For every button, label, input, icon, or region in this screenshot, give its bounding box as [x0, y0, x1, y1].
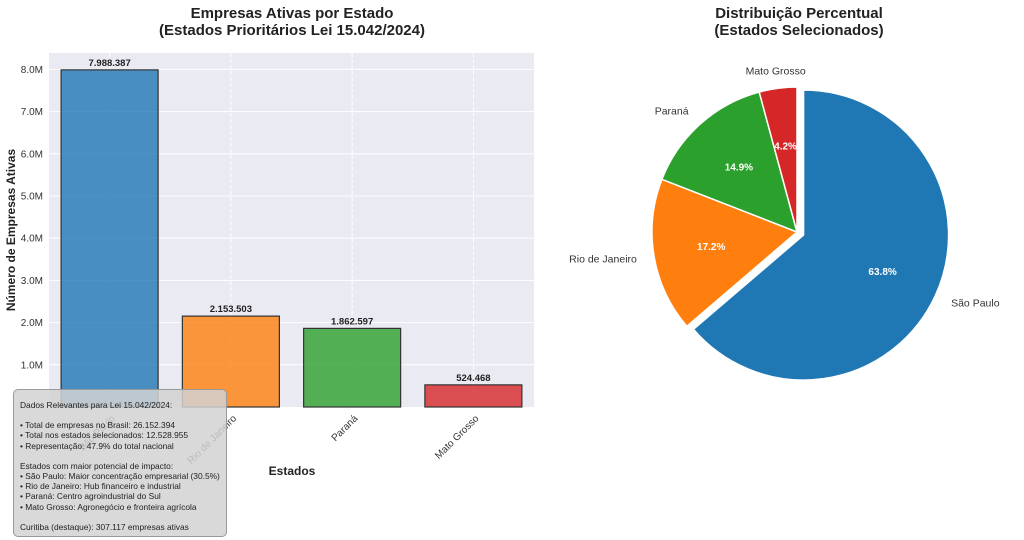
pie-percent-label: 14.9%	[725, 163, 753, 174]
bar-value-label: 2.153.503	[210, 304, 252, 315]
pie-percent-label: 4.2%	[774, 141, 797, 152]
pie-slice	[660, 91, 799, 234]
bar-chart-subtitle: (Estados Prioritários Lei 15.042/2024)	[159, 22, 425, 39]
info-impact-item: • Rio de Janeiro: Hub financeiro e indus…	[20, 481, 181, 492]
bars	[60, 69, 523, 408]
info-total-selecionados: • Total nos estados selecionados: 12.528…	[20, 430, 189, 441]
y-tick-label: 6.0M	[21, 149, 43, 160]
info-impact-item: • São Paulo: Maior concentração empresar…	[20, 471, 220, 482]
bar	[60, 69, 159, 408]
info-highlight: Curitiba (destaque): 307.117 empresas at…	[20, 521, 189, 532]
info-box: Dados Relevantes para Lei 15.042/2024: •…	[13, 389, 227, 537]
pie-category-label: Paraná	[655, 106, 689, 118]
x-tick-label: Mato Grosso	[433, 413, 482, 462]
y-tick-label: 3.0M	[21, 276, 43, 287]
info-heading: Dados Relevantes para Lei 15.042/2024:	[20, 400, 173, 410]
info-impact-item: • Mato Grosso: Agronegócio e fronteira a…	[20, 501, 197, 512]
bar-chart: Empresas Ativas por Estado (Estados Prio…	[4, 5, 534, 478]
bar-value-label: 524.468	[456, 373, 490, 384]
y-tick-label: 1.0M	[21, 360, 43, 371]
pie-category-label: São Paulo	[951, 297, 1000, 309]
y-axis-label: Número de Empresas Ativas	[4, 149, 18, 312]
info-impact-heading: Estados com maior potencial de impacto:	[20, 460, 174, 471]
y-tick-labels: 1.0M 2.0M 3.0M 4.0M 5.0M 6.0M 7.0M 8.0M	[21, 65, 43, 371]
pie-category-label: Mato Grosso	[746, 66, 806, 78]
bar-chart-title: Empresas Ativas por Estado	[191, 5, 394, 22]
bar	[181, 315, 280, 408]
info-total-brasil: • Total de empresas no Brasil: 26.152.39…	[20, 420, 176, 431]
pie-slice	[651, 178, 799, 328]
bar	[303, 327, 402, 408]
pie-chart: Distribuição Percentual (Estados Selecio…	[569, 5, 1000, 381]
y-tick-label: 5.0M	[21, 191, 43, 202]
pie-chart-title: Distribuição Percentual	[715, 5, 883, 22]
x-tick-label: Paraná	[330, 413, 361, 444]
pie-slice	[758, 86, 798, 233]
pie-labels: 63.8% São Paulo 17.2% Rio de Janeiro 14.9% Pa…	[569, 66, 1000, 310]
pie-slices	[651, 86, 950, 381]
info-representacao: • Representação: 47.9% do total nacional	[20, 440, 174, 451]
y-tick-label: 2.0M	[21, 318, 43, 329]
pie-slice	[692, 89, 950, 381]
x-axis-label: Estados	[269, 464, 316, 478]
info-impact-item: • Paraná: Centro agroindustrial do Sul	[20, 491, 161, 502]
bar-value-labels: 7.988.387 2.153.503 1.862.597 524.468	[88, 58, 490, 384]
bar-value-label: 1.862.597	[331, 316, 373, 327]
pie-category-label: Rio de Janeiro	[569, 254, 637, 266]
pie-chart-subtitle: (Estados Selecionados)	[714, 22, 883, 39]
pie-percent-label: 63.8%	[868, 267, 896, 278]
bar	[424, 384, 523, 408]
bar-value-label: 7.988.387	[88, 58, 130, 69]
y-tick-label: 8.0M	[21, 65, 43, 76]
pie-percent-label: 17.2%	[697, 242, 725, 253]
y-tick-label: 4.0M	[21, 234, 43, 245]
y-tick-label: 7.0M	[21, 107, 43, 118]
